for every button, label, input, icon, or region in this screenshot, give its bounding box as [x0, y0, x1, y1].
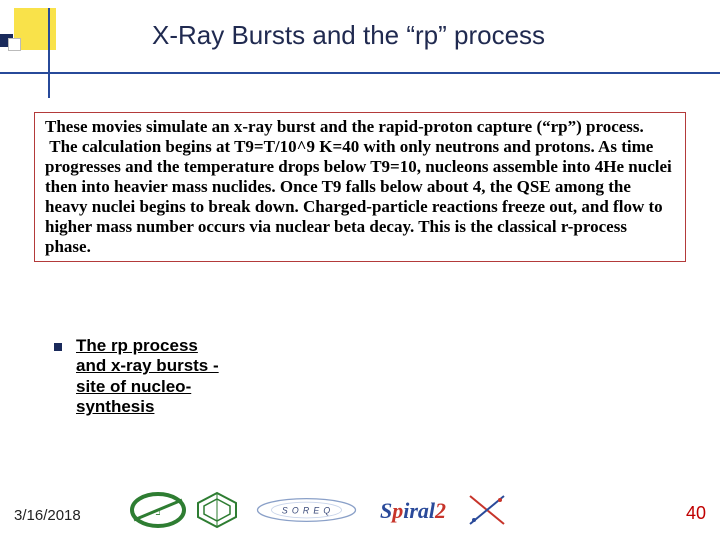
corner-white-square	[8, 38, 21, 51]
soreq-text: S O R E Q	[281, 506, 330, 516]
bullet-link-text[interactable]: The rp process and x-ray bursts - site o…	[76, 336, 219, 418]
logo-spiral2: Spiral2	[370, 490, 510, 530]
footer: 3/16/2018 ב	[0, 484, 720, 530]
vertical-rule	[48, 8, 50, 98]
slide: X-Ray Bursts and the “rp” process These …	[0, 0, 720, 540]
footer-logos: ב S O R E Q	[128, 490, 510, 530]
footer-date: 3/16/2018	[14, 507, 81, 524]
page-title: X-Ray Bursts and the “rp” process	[152, 20, 545, 51]
page-number: 40	[686, 503, 706, 524]
logo-hex-green	[192, 490, 242, 530]
corner-decoration	[0, 8, 118, 98]
bullet-square-icon	[54, 343, 62, 351]
description-text: These movies simulate an x-ray burst and…	[45, 117, 676, 256]
bullet-row: The rp process and x-ray bursts - site o…	[54, 336, 219, 418]
logo-soreq: S O R E Q	[246, 490, 366, 530]
spiral2-text: Spiral2	[380, 498, 446, 523]
horizontal-rule	[0, 72, 720, 74]
description-box: These movies simulate an x-ray burst and…	[34, 112, 686, 262]
svg-text:ב: ב	[156, 507, 161, 518]
logo-green-oval: ב	[128, 490, 188, 530]
